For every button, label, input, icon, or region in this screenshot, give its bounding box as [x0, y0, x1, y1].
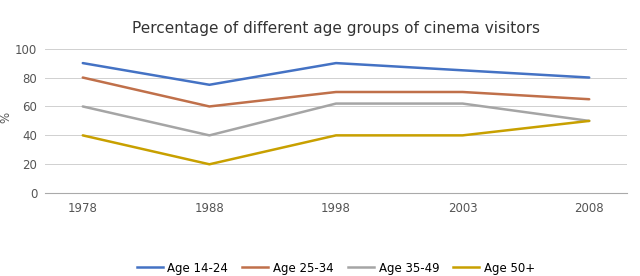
Line: Age 35-49: Age 35-49	[83, 104, 589, 135]
Age 50+	[586, 119, 593, 123]
Age 25-34	[205, 105, 213, 108]
Line: Age 25-34: Age 25-34	[83, 78, 589, 107]
Age 14-24	[459, 69, 467, 72]
Age 14-24	[586, 76, 593, 79]
Age 14-24	[79, 62, 86, 65]
Age 50+	[205, 163, 213, 166]
Age 25-34	[586, 98, 593, 101]
Age 14-24	[332, 62, 340, 65]
Age 50+	[79, 134, 86, 137]
Age 25-34	[79, 76, 86, 79]
Age 35-49	[586, 119, 593, 123]
Age 25-34	[459, 90, 467, 94]
Line: Age 50+: Age 50+	[83, 121, 589, 164]
Age 14-24	[205, 83, 213, 86]
Age 50+	[459, 134, 467, 137]
Line: Age 14-24: Age 14-24	[83, 63, 589, 85]
Title: Percentage of different age groups of cinema visitors: Percentage of different age groups of ci…	[132, 21, 540, 36]
Age 35-49	[459, 102, 467, 105]
Age 35-49	[79, 105, 86, 108]
Age 50+	[332, 134, 340, 137]
Age 35-49	[332, 102, 340, 105]
Legend: Age 14-24, Age 25-34, Age 35-49, Age 50+: Age 14-24, Age 25-34, Age 35-49, Age 50+	[132, 257, 540, 276]
Y-axis label: %: %	[0, 112, 12, 123]
Age 35-49	[205, 134, 213, 137]
Age 25-34	[332, 90, 340, 94]
